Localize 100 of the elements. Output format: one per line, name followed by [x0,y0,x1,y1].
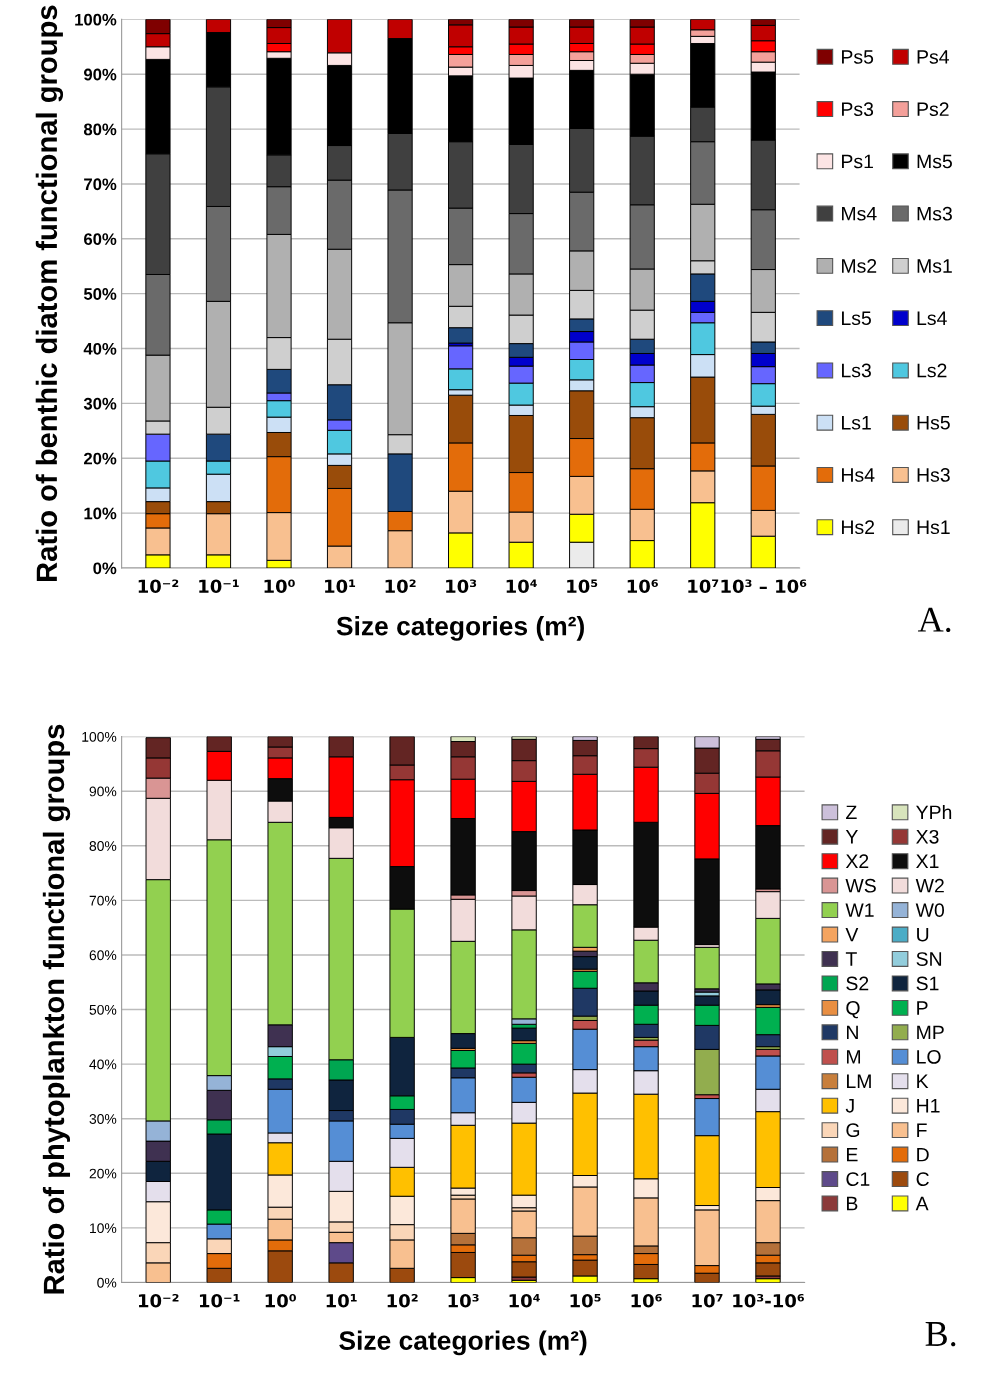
legend-label: MP [917,1025,944,1040]
legend-label: N [847,1025,858,1040]
legend-label: Hs1 [917,520,950,535]
legend-label: Ms4 [842,206,877,221]
legend-label: J [845,1099,854,1113]
legend-label: W2 [915,878,944,893]
x-tick-label: 10⁻¹ [199,1293,240,1308]
legend-label: Z [846,805,857,820]
legend-label: S1 [916,976,939,991]
y-tick-label: 100% [82,731,117,742]
legend-label: U [917,927,929,942]
legend-label: M [847,1050,861,1064]
legend-label: LO [917,1049,941,1064]
legend-label: Ps2 [917,102,949,117]
x-tick-label: 10⁷ [692,1293,723,1308]
legend-label: Hs4 [842,468,875,482]
legend-label: Hs5 [917,416,950,430]
legend-label: W0 [915,903,945,918]
legend-label: P [917,1001,928,1015]
legend-label: Ms5 [917,154,952,169]
legend-label: Ms2 [842,259,877,273]
legend-label: X1 [916,854,939,868]
x-tick-label: 10³ – 10⁶ [721,579,807,594]
x-tick-label: 10³ [448,1293,479,1308]
x-tick-label: 10³-10⁶ [733,1293,804,1308]
legend-label: Ls2 [917,363,947,378]
y-tick-label: 50% [83,288,117,300]
x-tick-label: 10⁶ [631,1293,662,1308]
x-tick-label: 10⁶ [627,579,658,594]
x-axis-title: Size categories (m²) [336,616,584,641]
x-tick-label: 10¹ [326,1293,357,1308]
legend-label: Hs3 [917,468,950,482]
legend-label: X2 [845,854,869,868]
y-tick-label: 0% [97,1277,117,1288]
y-tick-label: 50% [89,1004,117,1015]
legend-label: A [915,1196,929,1211]
legend-label: SN [916,952,942,966]
legend-label: V [845,927,859,942]
x-tick-label: 10⁻² [138,579,179,594]
y-axis-title: Ratio of phytoplankton functional groups [42,724,71,1294]
legend-label: Ps5 [842,50,874,64]
y-tick-label: 70% [89,895,117,906]
legend-label: B [847,1196,858,1211]
y-tick-label: 40% [89,1059,117,1070]
x-tick-label: 10² [385,579,416,594]
legend-label: WS [845,878,876,893]
x-tick-label: 10⁵ [567,579,598,594]
legend-label: Hs2 [842,520,875,535]
x-tick-label: 10³ [446,579,477,594]
y-axis-title: Ratio of benthic diatom functional groups [35,5,64,581]
x-tick-label: 10⁻¹ [199,579,239,594]
legend-label: Ls3 [842,363,871,378]
legend-label: C1 [846,1172,870,1186]
legend-label: S2 [846,976,869,991]
x-tick-label: 10⁴ [506,579,537,594]
legend-label: LM [847,1074,871,1088]
y-tick-label: 10% [90,1223,117,1234]
x-axis-title: Size categories (m²) [339,1330,587,1356]
legend-label: C [916,1172,929,1186]
y-tick-label: 60% [89,950,117,961]
legend-label: G [846,1123,860,1138]
y-tick-label: 90% [89,786,117,797]
y-tick-label: 30% [83,397,117,410]
legend-label: Y [845,830,858,844]
y-tick-label: 40% [83,342,117,355]
y-tick-label: 60% [84,233,117,246]
y-tick-label: 30% [89,1114,117,1124]
x-tick-label: 10⁻² [138,1293,179,1308]
x-tick-label: 10⁵ [570,1293,601,1308]
legend-label: W1 [845,903,874,917]
y-tick-label: 10% [84,507,117,520]
x-tick-label: 10⁰ [264,579,295,594]
text: B. [925,1322,956,1347]
legend-label: K [917,1074,929,1088]
legend-label: Ls5 [842,311,871,326]
x-tick-label: 10⁴ [509,1293,540,1308]
y-tick-label: 20% [89,1168,117,1179]
legend-label: Q [846,1001,860,1019]
legend-label: T [845,952,857,966]
bar [572,956,598,970]
y-tick-label: 80% [89,841,117,851]
y-tick-label: 0% [93,562,117,575]
x-tick-label: 10⁷ [688,579,719,594]
legend-label: Ps1 [842,154,873,169]
y-tick-label: 20% [83,452,117,465]
y-tick-label: 100% [75,13,117,26]
legend-label: Ps3 [842,102,874,117]
x-tick-label: 10² [387,1293,418,1308]
legend-label: D [917,1147,929,1162]
y-tick-label: 90% [83,68,117,81]
text: A. [917,607,951,633]
legend-label: H1 [917,1099,940,1113]
legend-label: E [847,1147,858,1162]
bar [694,946,720,990]
x-tick-label: 10⁰ [265,1293,296,1308]
legend-label: Ps4 [917,50,949,64]
legend-label: F [917,1123,927,1137]
legend-label: YPh [916,804,952,820]
y-tick-label: 80% [83,123,117,136]
bar [755,989,781,1006]
